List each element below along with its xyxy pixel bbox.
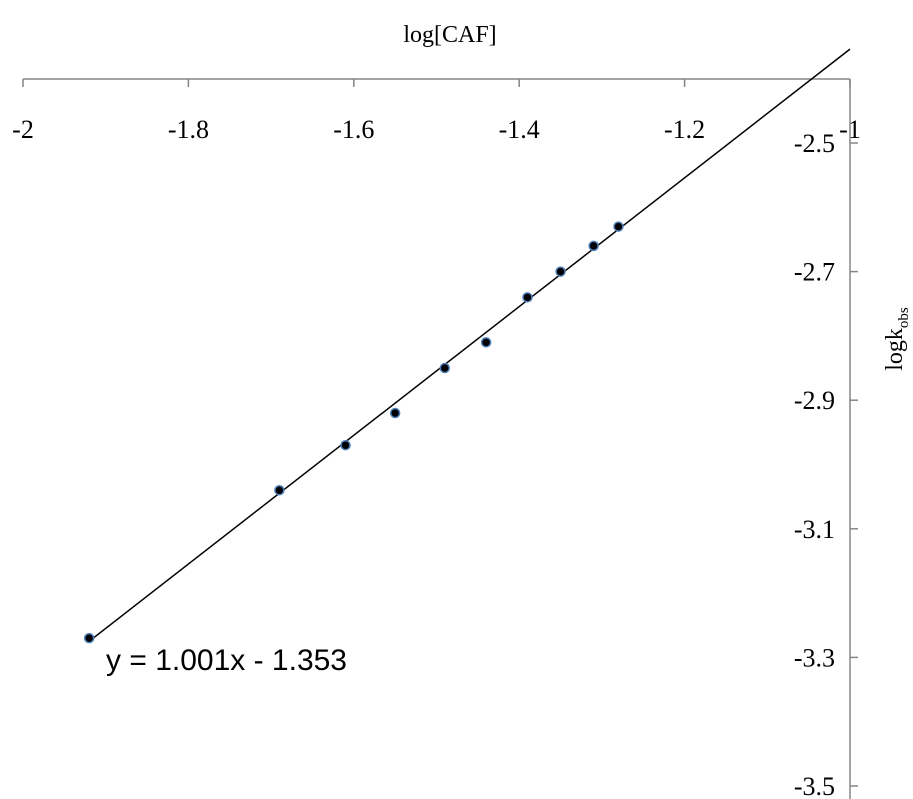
x-tick-label: -1.8 [168, 115, 209, 144]
x-tick-label: -1.6 [333, 115, 374, 144]
data-points [83, 221, 624, 644]
y-tick-label: -3.3 [794, 643, 835, 672]
x-tick-label: -1.2 [664, 115, 705, 144]
x-tick-label: -1.4 [499, 115, 540, 144]
data-point [555, 266, 566, 277]
y-tick-label: -2.5 [794, 129, 835, 158]
axis-ticks: -2 -1.8 -1.6 -1.4 -1.2 -1-2.5-2.7-2.9-3.1-3.3… [12, 115, 861, 799]
y-axis-title-subscript: obs [896, 307, 912, 328]
x-axis-title: log[CAF] [403, 22, 496, 48]
y-axis-title: logkobs [882, 307, 912, 371]
data-point [274, 484, 285, 496]
y-tick-label: -3.1 [794, 515, 835, 544]
y-tick-label: -2.7 [794, 258, 835, 287]
data-point [389, 407, 401, 419]
trendline-group [88, 48, 851, 642]
y-tick-label: -3.5 [794, 772, 835, 799]
data-point [83, 632, 95, 644]
data-point [613, 221, 624, 232]
data-point [439, 362, 451, 374]
y-tick-label: -2.9 [794, 386, 835, 415]
axes [22, 78, 858, 799]
trendline-equation: y = 1.001x - 1.353 [106, 644, 347, 677]
data-point [588, 240, 599, 252]
x-tick-label: -2 [12, 115, 34, 144]
data-point [340, 439, 351, 451]
trendline [88, 48, 851, 642]
data-point [522, 292, 533, 303]
data-point [480, 337, 492, 348]
y-axis-title-base: logk [882, 328, 908, 371]
